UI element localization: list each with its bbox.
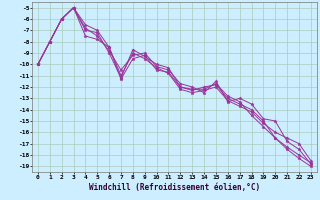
X-axis label: Windchill (Refroidissement éolien,°C): Windchill (Refroidissement éolien,°C) bbox=[89, 183, 260, 192]
